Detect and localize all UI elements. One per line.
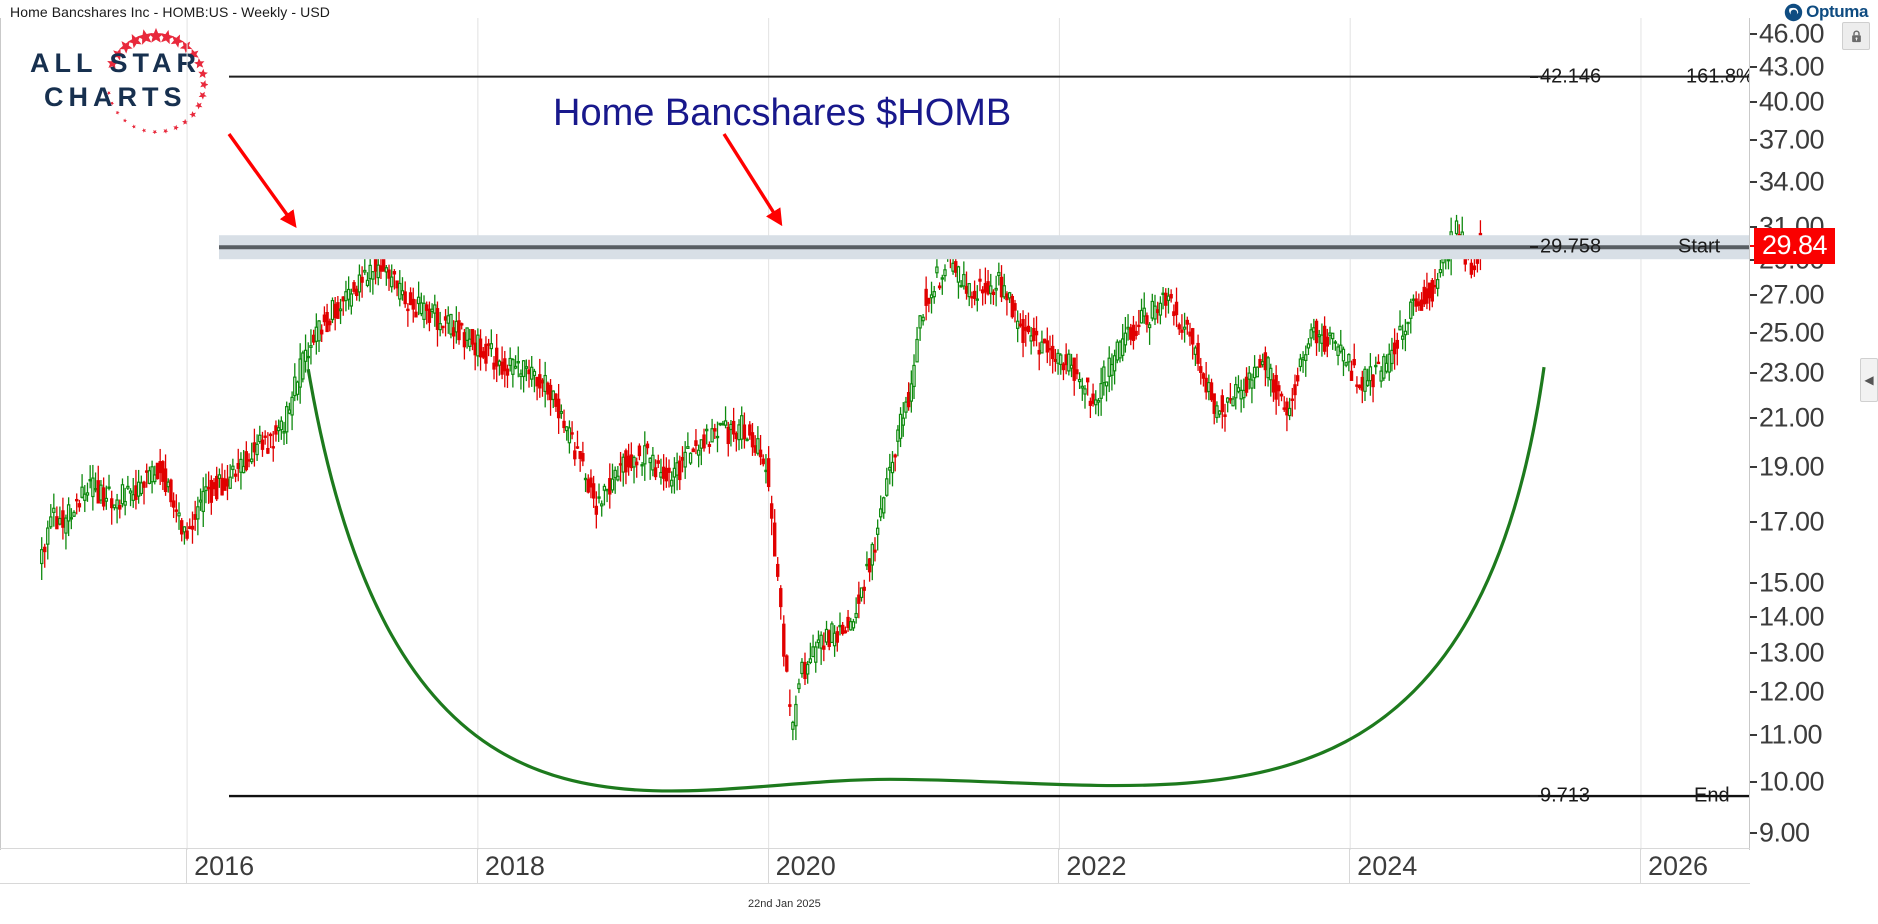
time-axis-label: 2024 <box>1349 849 1417 883</box>
rounded-base-arc[interactable] <box>306 366 1546 793</box>
tick-mark <box>1750 101 1757 104</box>
optuma-branding: Optuma <box>1784 2 1868 22</box>
price-axis-label: 14.00 <box>1759 601 1825 632</box>
time-axis-label: 2018 <box>476 849 545 883</box>
time-axis-label: 2022 <box>1058 849 1126 883</box>
lock-glyph <box>1851 29 1861 42</box>
price-axis-label: 25.00 <box>1759 317 1825 348</box>
price-chart-plot[interactable]: Home Bancshares $HOMB <box>0 18 1750 850</box>
tick-mark <box>1750 520 1757 523</box>
resistance-arrow-2[interactable] <box>722 133 783 227</box>
tick-mark <box>1750 652 1757 655</box>
panel-collapse-button[interactable]: ◀ <box>1860 358 1878 402</box>
price-axis-label: 11.00 <box>1759 719 1823 750</box>
time-axis[interactable]: 2016 2018 2020 2022 2024 2026 <box>0 848 1750 884</box>
level-note-label: End <box>1694 784 1730 807</box>
price-axis-label: 23.00 <box>1759 357 1825 388</box>
tick-mark <box>1750 180 1757 183</box>
tick-mark <box>1750 466 1757 469</box>
price-axis-label: 15.00 <box>1759 567 1825 598</box>
logo-wordmark: ALL STAR CHARTS <box>30 46 201 114</box>
price-axis-label: 21.00 <box>1759 402 1825 433</box>
chart-title-annotation[interactable]: Home Bancshares $HOMB <box>553 92 1012 134</box>
optuma-wordmark: Optuma <box>1806 2 1868 21</box>
tick-mark <box>1750 293 1757 296</box>
tick-mark <box>1750 734 1757 737</box>
security-title: Home Bancshares Inc - HOMB:US - Weekly -… <box>10 4 330 20</box>
vertical-gridlines <box>186 18 1642 850</box>
tick-mark <box>1750 331 1757 334</box>
drawing-overlays[interactable] <box>1 18 1750 850</box>
tick-mark <box>1750 65 1757 68</box>
lock-icon[interactable] <box>1842 22 1870 50</box>
tick-mark <box>1750 32 1757 35</box>
level-connector <box>1530 795 1538 797</box>
level-value-label: 29.758 <box>1540 235 1602 258</box>
tick-mark <box>1750 372 1757 375</box>
level-value-label: 42.146 <box>1540 65 1602 88</box>
price-axis-label: 34.00 <box>1759 166 1825 197</box>
resistance-arrow-1[interactable] <box>227 133 297 228</box>
optuma-logo-icon <box>1784 3 1803 21</box>
plot-inner: Home Bancshares $HOMB <box>1 18 1750 850</box>
price-axis-label: 43.00 <box>1759 51 1825 82</box>
footer-date: 22nd Jan 2025 <box>748 898 821 910</box>
tick-mark <box>1750 832 1757 835</box>
tick-mark <box>1750 139 1757 142</box>
price-axis[interactable]: 46.0043.0040.0037.0034.0031.0029.0027.00… <box>1749 18 1878 850</box>
price-axis-label: 40.00 <box>1759 86 1825 117</box>
chevron-left-icon: ◀ <box>1864 373 1874 387</box>
tick-mark <box>1750 581 1757 584</box>
level-note-label: 161.8% <box>1686 65 1754 88</box>
price-axis-label: 37.00 <box>1759 124 1825 155</box>
level-value-label: 9.713 <box>1540 784 1591 807</box>
level-connector <box>1530 75 1538 78</box>
price-axis-label: 17.00 <box>1759 506 1825 537</box>
time-axis-label: 2016 <box>186 849 254 883</box>
price-axis-label: 10.00 <box>1759 766 1825 797</box>
time-axis-label: 2020 <box>767 849 836 883</box>
tick-mark <box>1750 258 1757 261</box>
level-connector <box>1530 246 1538 249</box>
price-axis-label: 12.00 <box>1759 676 1825 707</box>
time-axis-label: 2026 <box>1639 849 1708 883</box>
logo-line-1: ALL STAR <box>30 48 201 78</box>
tick-mark <box>1750 780 1757 783</box>
price-axis-label: 19.00 <box>1759 451 1825 482</box>
tick-mark <box>1750 615 1757 618</box>
last-price-badge[interactable]: 29.84 <box>1754 227 1836 264</box>
tick-mark <box>1750 691 1757 694</box>
level-note-label: Start <box>1678 235 1721 258</box>
price-axis-label: 9.00 <box>1759 817 1810 848</box>
logo-line-2: CHARTS <box>44 82 187 112</box>
last-price-tick <box>1750 244 1757 247</box>
price-axis-label: 27.00 <box>1759 279 1825 310</box>
price-axis-label: 46.00 <box>1759 18 1825 49</box>
tick-mark <box>1750 226 1757 229</box>
price-axis-label: 13.00 <box>1759 637 1825 668</box>
tick-mark <box>1750 417 1757 420</box>
